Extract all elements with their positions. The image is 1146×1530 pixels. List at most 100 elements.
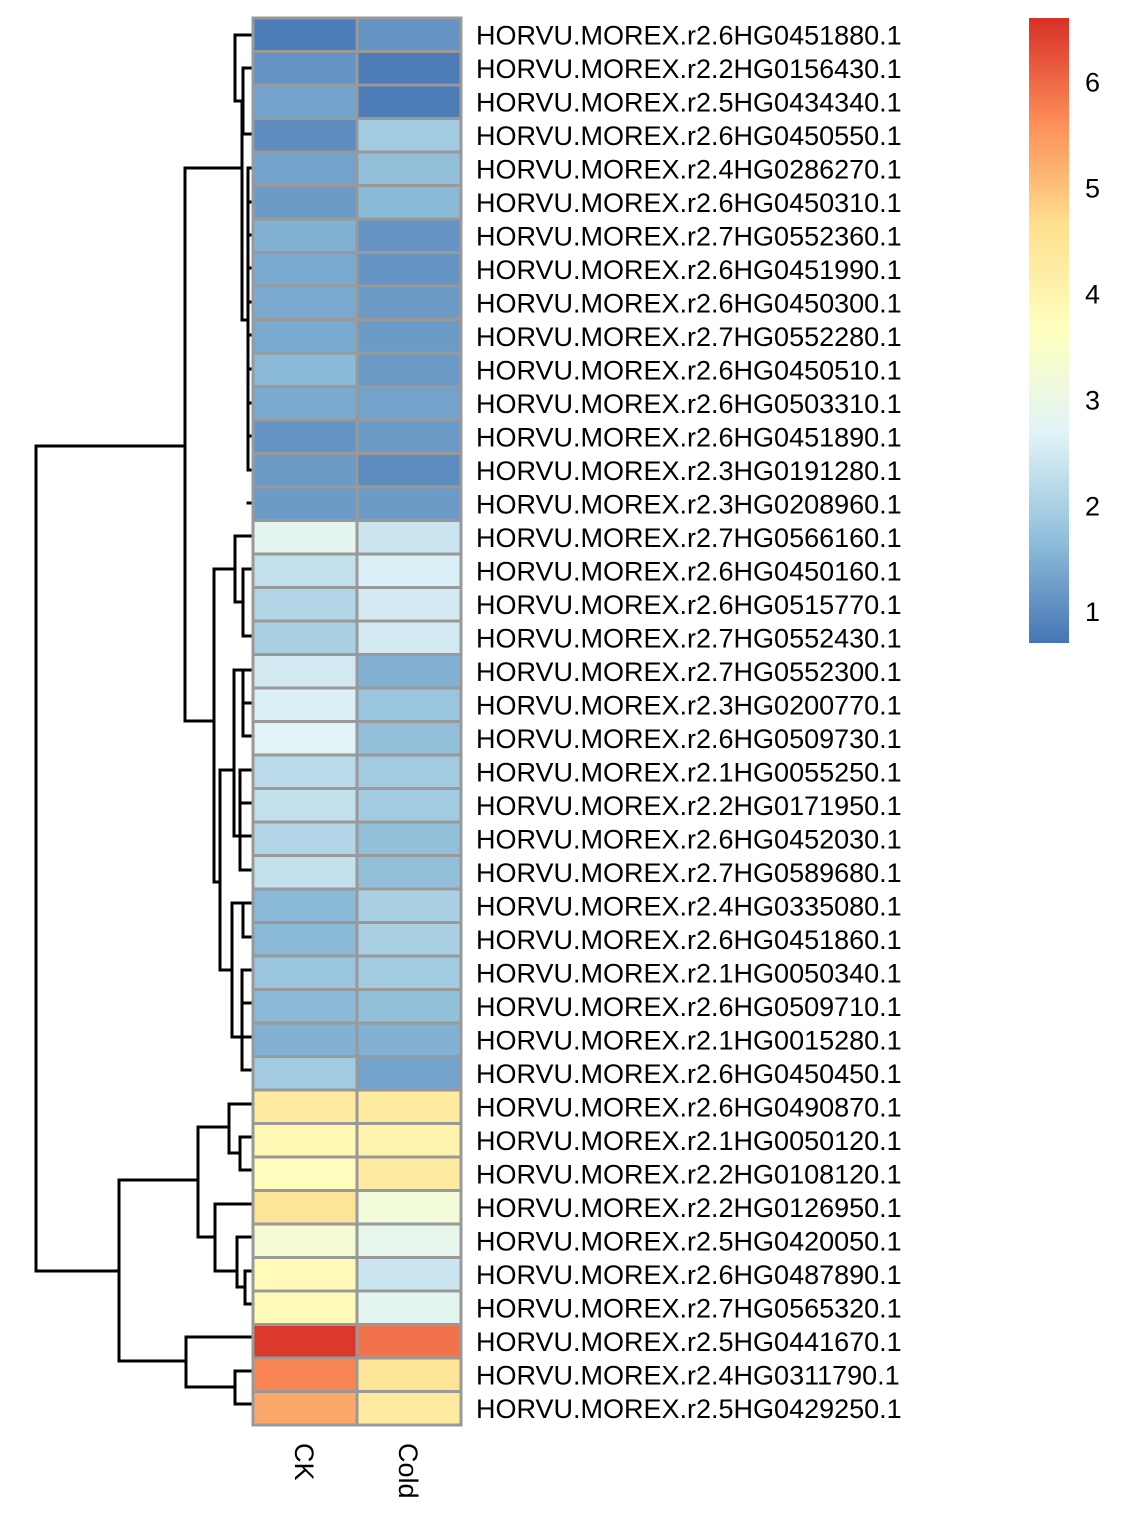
row-label: HORVU.MOREX.r2.3HG0208960.1 [476,489,902,519]
row-label: HORVU.MOREX.r2.6HG0451990.1 [476,255,902,285]
heatmap-cell [251,787,359,824]
row-label: HORVU.MOREX.r2.6HG0451860.1 [476,925,902,955]
heatmap-cell [355,1323,463,1360]
legend-tick-label: 6 [1085,68,1100,98]
heatmap-cell [251,318,359,355]
heatmap-cell [355,1289,463,1326]
heatmap-cell [251,1189,359,1226]
heatmap-cell [355,988,463,1025]
heatmap-cell [251,854,359,891]
row-labels: HORVU.MOREX.r2.6HG0451880.1 HORVU.MOREX.r… [476,20,902,1424]
heatmap-cell [355,1155,463,1192]
heatmap-cell [251,686,359,723]
heatmap-cell [355,854,463,891]
heatmap-cell [355,921,463,958]
row-label: HORVU.MOREX.r2.2HG0156430.1 [476,54,902,84]
legend-tick-label: 4 [1085,279,1100,309]
row-label: HORVU.MOREX.r2.6HG0503310.1 [476,389,902,419]
row-label: HORVU.MOREX.r2.6HG0451880.1 [476,20,902,50]
heatmap-cell [251,954,359,991]
heatmap-cell [355,251,463,288]
row-label: HORVU.MOREX.r2.6HG0509730.1 [476,724,902,754]
heatmap-cell [251,1055,359,1092]
heatmap-cell [355,787,463,824]
legend-tick-label: 2 [1085,491,1100,521]
row-label: HORVU.MOREX.r2.7HG0552280.1 [476,322,902,352]
row-label: HORVU.MOREX.r2.4HG0311790.1 [476,1360,900,1390]
heatmap-cell [251,586,359,623]
row-label: HORVU.MOREX.r2.3HG0200770.1 [476,690,902,720]
heatmap-cell [355,586,463,623]
row-label: HORVU.MOREX.r2.6HG0509710.1 [476,992,902,1022]
heatmap-cell [355,385,463,422]
heatmap-cell [251,50,359,87]
row-label: HORVU.MOREX.r2.2HG0171950.1 [476,791,902,821]
heatmap-cell [251,1390,359,1427]
heatmap-cell [251,1088,359,1125]
heatmap-cell [251,820,359,857]
heatmap-cell [355,117,463,154]
heatmap-cell [251,653,359,690]
column-label: Cold [393,1443,423,1499]
heatmap-cell [251,720,359,757]
row-label: HORVU.MOREX.r2.6HG0450300.1 [476,288,902,318]
heatmap-cell [251,552,359,589]
heatmap-cell [355,351,463,388]
row-label: HORVU.MOREX.r2.6HG0450160.1 [476,556,902,586]
heatmap-cell [355,284,463,321]
row-label: HORVU.MOREX.r2.5HG0429250.1 [476,1394,902,1424]
heatmap-cell [355,753,463,790]
heatmap-cell [251,150,359,187]
heatmap-cell [355,954,463,991]
row-label: HORVU.MOREX.r2.6HG0451890.1 [476,422,902,452]
row-label: HORVU.MOREX.r2.6HG0450310.1 [476,188,902,218]
heatmap-cell [355,1122,463,1159]
row-label: HORVU.MOREX.r2.1HG0055250.1 [476,757,902,787]
heatmap-cell [355,1021,463,1058]
row-label: HORVU.MOREX.r2.7HG0565320.1 [476,1293,902,1323]
column-labels: CK Cold [289,1443,423,1499]
row-label: HORVU.MOREX.r2.6HG0490870.1 [476,1092,902,1122]
row-label: HORVU.MOREX.r2.2HG0108120.1 [476,1159,902,1189]
heatmap-cell [355,1222,463,1259]
heatmap-cell [355,686,463,723]
heatmap-cell [251,1222,359,1259]
heatmap-cell [355,485,463,522]
heatmap-cell [355,217,463,254]
row-label: HORVU.MOREX.r2.5HG0441670.1 [476,1327,902,1357]
row-label: HORVU.MOREX.r2.5HG0434340.1 [476,87,902,117]
row-label: HORVU.MOREX.r2.1HG0050120.1 [476,1126,902,1156]
heatmap-cell [251,485,359,522]
heatmap-cell [355,519,463,556]
color-legend: 1 2 3 4 5 6 [1029,18,1100,643]
heatmap-cell [355,452,463,489]
heatmap-cell [251,217,359,254]
legend-tick-label: 5 [1085,173,1100,203]
heatmap-cell [251,418,359,455]
heatmap-cells [251,16,463,1427]
column-label: CK [289,1443,319,1481]
heatmap-cell [251,452,359,489]
row-label: HORVU.MOREX.r2.7HG0552430.1 [476,623,902,653]
heatmap-cell [355,619,463,656]
heatmap-cell [251,519,359,556]
heatmap-cell [251,1021,359,1058]
heatmap-cell [355,720,463,757]
heatmap-cell [355,887,463,924]
heatmap-cell [355,16,463,53]
heatmap-cell [251,16,359,53]
heatmap-cell [355,50,463,87]
heatmap-cell [251,619,359,656]
heatmap-cell [355,418,463,455]
heatmap-cell [251,887,359,924]
heatmap-cell [251,385,359,422]
heatmap-cell [251,1122,359,1159]
heatmap-cell [251,753,359,790]
heatmap-cell [355,150,463,187]
heatmap-cell [355,820,463,857]
row-label: HORVU.MOREX.r2.2HG0126950.1 [476,1193,902,1223]
heatmap-cell [251,351,359,388]
row-label: HORVU.MOREX.r2.1HG0015280.1 [476,1025,902,1055]
row-label: HORVU.MOREX.r2.7HG0566160.1 [476,523,902,553]
